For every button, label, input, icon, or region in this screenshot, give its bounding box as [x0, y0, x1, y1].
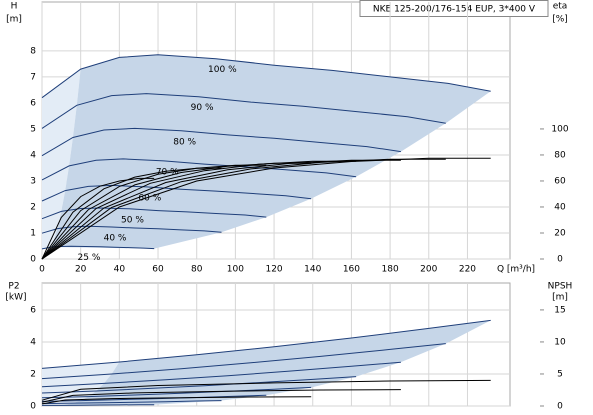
axis-label: [%]	[552, 15, 568, 25]
curve	[41, 167, 222, 260]
curve	[41, 379, 491, 401]
x-tick-label: 120	[265, 265, 282, 275]
curve	[41, 158, 357, 181]
curve	[41, 54, 491, 99]
curve	[41, 343, 446, 380]
y-tick-label: 5	[30, 124, 36, 134]
axis-label: H	[11, 2, 18, 12]
y-tick-label: 0	[30, 255, 36, 265]
x-tick-label: 20	[75, 265, 87, 275]
x-tick-label: 60	[152, 265, 164, 275]
operating-range-light	[42, 69, 81, 249]
x-tick-label: 160	[343, 265, 360, 275]
curve	[41, 207, 267, 220]
y-tick-label: 2	[30, 202, 36, 212]
x-axis-label: Q [m³/h]	[497, 265, 535, 275]
y2-tick-label: 20	[554, 228, 566, 238]
y-tick-label: 8	[30, 46, 36, 56]
curve	[41, 225, 222, 234]
y2-tick-label: 60	[554, 176, 566, 186]
curve	[41, 319, 491, 369]
curve	[41, 177, 155, 260]
curve-label: 40 %	[104, 234, 127, 244]
y-tick-label: 6	[30, 306, 36, 316]
y-tick-label: 0	[30, 402, 36, 412]
curve	[41, 158, 446, 260]
curve	[41, 394, 267, 402]
curve	[41, 396, 312, 405]
curve	[42, 404, 155, 406]
operating-range	[61, 320, 491, 406]
y-tick-label: 2	[30, 370, 36, 380]
curve	[41, 157, 491, 260]
y-tick-label: 6	[30, 98, 36, 108]
title-box	[359, 0, 549, 17]
x-tick-label: 0	[39, 265, 45, 275]
y-tick-label: 7	[30, 72, 36, 82]
curve	[41, 389, 401, 403]
curve-label: 100 %	[208, 65, 237, 75]
axis-label: P2	[8, 282, 19, 292]
y2-tick-label: 100	[551, 124, 568, 134]
curve	[41, 400, 222, 405]
x-tick-label: 180	[382, 265, 399, 275]
y-tick-label: 4	[30, 338, 36, 348]
curve	[41, 376, 357, 394]
x-tick-label: 80	[191, 265, 203, 275]
chart-title: NKE 125-200/176-154 EUP, 3*400 V	[373, 5, 536, 15]
curve-label: 90 %	[191, 103, 214, 113]
curve	[41, 127, 401, 157]
curve-label: 60 %	[138, 193, 161, 203]
x-tick-label: 140	[304, 265, 321, 275]
curve	[41, 164, 267, 260]
x-tick-label: 40	[114, 265, 126, 275]
operating-range	[51, 54, 491, 249]
y-tick-label: 3	[30, 176, 36, 186]
y2-tick-label: 0	[557, 255, 563, 265]
curve-label: 25 %	[78, 253, 101, 263]
curve	[41, 162, 312, 260]
y-tick-label: 4	[30, 150, 36, 160]
curve	[41, 160, 357, 260]
axis-label: [m]	[6, 15, 22, 25]
y-tick-label: 1	[30, 228, 36, 238]
axis-label: [m]	[552, 293, 568, 303]
curve	[41, 361, 401, 388]
y2-tick-label: 40	[554, 202, 566, 212]
axis-label: NPSH	[548, 282, 573, 292]
y2-tick-label: 15	[554, 305, 565, 315]
y2-tick-label: 0	[557, 402, 563, 412]
curve	[41, 159, 401, 260]
y2-tick-label: 10	[554, 337, 566, 347]
axis-label: eta	[553, 2, 568, 12]
x-tick-label: 100	[227, 265, 244, 275]
axis-label: [kW]	[5, 293, 26, 303]
curve	[41, 386, 312, 399]
curve	[41, 93, 446, 129]
x-tick-label: 200	[420, 265, 437, 275]
x-tick-label: 220	[459, 265, 476, 275]
y2-tick-label: 5	[557, 369, 563, 379]
curve-label: 80 %	[173, 137, 196, 147]
curve-label: 50 %	[121, 215, 144, 225]
y2-tick-label: 80	[554, 150, 566, 160]
